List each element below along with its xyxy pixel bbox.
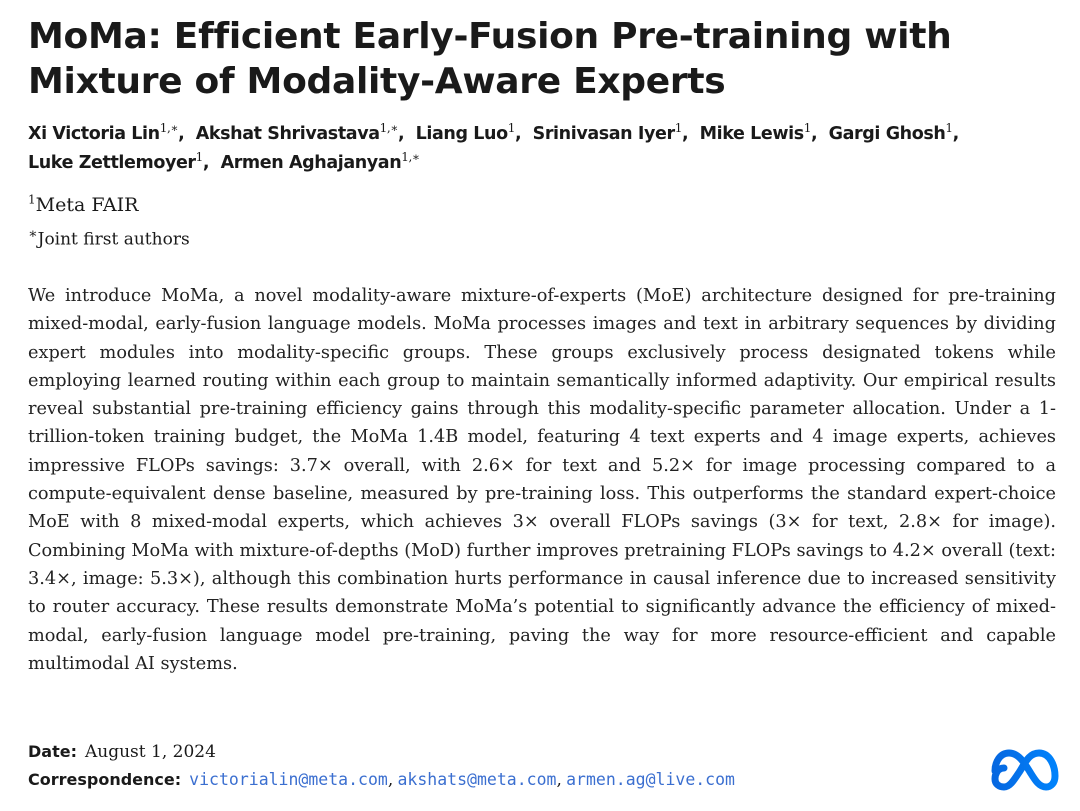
author-name: Akshat Shrivastava xyxy=(195,124,380,144)
author: Srinivasan Iyer1, xyxy=(532,121,689,144)
email-separator: , xyxy=(556,770,562,790)
email-link[interactable]: victorialin@meta.com xyxy=(189,770,388,789)
date-row: Date: August 1, 2024 xyxy=(28,740,216,764)
author: Akshat Shrivastava1,∗, xyxy=(195,121,405,144)
author-name: Srinivasan Iyer xyxy=(532,124,676,144)
author-name: Xi Victoria Lin xyxy=(28,124,160,144)
author: Armen Aghajanyan1,∗ xyxy=(220,150,421,173)
author: Luke Zettlemoyer1, xyxy=(28,150,210,173)
author-name: Liang Luo xyxy=(415,124,508,144)
correspondence-label: Correspondence: xyxy=(28,770,182,789)
email-link[interactable]: armen.ag@live.com xyxy=(566,770,735,789)
author-separator: , xyxy=(202,153,210,173)
author-affiliation-mark: 1 xyxy=(507,121,516,136)
author-name: Gargi Ghosh xyxy=(828,124,946,144)
date-label: Date: xyxy=(28,742,77,761)
date-value: August 1, 2024 xyxy=(84,742,216,762)
author-separator: , xyxy=(811,124,818,144)
author: Xi Victoria Lin1,∗, xyxy=(28,121,185,144)
author-name: Armen Aghajanyan xyxy=(220,153,402,173)
paper-title: MoMa: Efficient Early-Fusion Pre-trainin… xyxy=(28,16,952,102)
abstract: We introduce MoMa, a novel modality-awar… xyxy=(28,286,1056,674)
author-separator: , xyxy=(514,124,522,144)
author-separator: , xyxy=(681,124,689,144)
author-affiliation-mark: 1,∗ xyxy=(379,121,399,136)
author-name: Mike Lewis xyxy=(699,124,805,144)
author-name: Luke Zettlemoyer xyxy=(28,153,196,173)
author-affiliation-mark: 1 xyxy=(195,150,204,165)
author-separator: , xyxy=(398,124,405,144)
author-separator: , xyxy=(952,124,960,144)
author-affiliation-mark: 1 xyxy=(803,121,812,136)
affiliation-text: Meta FAIR xyxy=(35,194,139,216)
author-affiliation-mark: 1,∗ xyxy=(401,150,420,165)
joint-authors-note: ∗Joint first authors xyxy=(28,222,190,252)
author-affiliation-mark: 1 xyxy=(945,121,953,136)
affiliation-mark: 1 xyxy=(28,192,36,207)
affiliation: 1Meta FAIR xyxy=(28,192,138,218)
author-affiliation-mark: 1 xyxy=(674,121,683,136)
joint-authors-text: Joint first authors xyxy=(37,229,190,250)
author: Liang Luo1, xyxy=(415,121,522,144)
author-affiliation-mark: 1,∗ xyxy=(159,121,179,136)
joint-authors-mark: ∗ xyxy=(28,226,38,242)
meta-logo-icon xyxy=(991,749,1059,791)
author: Gargi Ghosh1, xyxy=(828,121,960,144)
correspondence-row: Correspondence: victorialin@meta.com, aks… xyxy=(28,768,735,792)
author-separator: , xyxy=(178,124,185,144)
author: Mike Lewis1, xyxy=(699,121,818,144)
email-separator: , xyxy=(387,770,394,790)
author-list: Xi Victoria Lin1,∗, Akshat Shrivastava1,… xyxy=(28,120,1058,178)
email-link[interactable]: akshats@meta.com xyxy=(397,770,557,789)
